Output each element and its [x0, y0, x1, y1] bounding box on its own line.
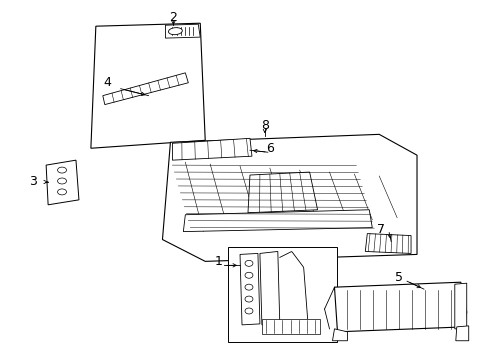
Text: 1: 1	[214, 255, 222, 268]
Text: 8: 8	[261, 119, 268, 132]
Text: 6: 6	[265, 142, 273, 155]
Ellipse shape	[58, 167, 66, 173]
Polygon shape	[260, 251, 279, 325]
Polygon shape	[455, 326, 468, 341]
Ellipse shape	[58, 189, 66, 195]
Polygon shape	[334, 282, 466, 332]
Polygon shape	[162, 134, 416, 261]
Ellipse shape	[244, 260, 252, 266]
Ellipse shape	[244, 308, 252, 314]
Ellipse shape	[244, 284, 252, 290]
Polygon shape	[172, 138, 251, 160]
Text: 2: 2	[169, 11, 177, 24]
Polygon shape	[46, 160, 79, 205]
Polygon shape	[183, 210, 371, 231]
Polygon shape	[240, 253, 260, 325]
Ellipse shape	[168, 28, 182, 35]
Polygon shape	[365, 234, 410, 253]
Text: 4: 4	[103, 76, 111, 89]
Text: 5: 5	[394, 271, 402, 284]
Polygon shape	[332, 329, 346, 341]
Text: 7: 7	[376, 223, 385, 236]
Polygon shape	[102, 73, 188, 105]
Ellipse shape	[58, 178, 66, 184]
Polygon shape	[262, 319, 319, 334]
Text: 3: 3	[29, 175, 37, 189]
Ellipse shape	[244, 296, 252, 302]
Polygon shape	[247, 172, 317, 213]
Polygon shape	[227, 247, 337, 342]
Polygon shape	[165, 24, 200, 38]
Polygon shape	[454, 283, 466, 329]
Polygon shape	[91, 23, 205, 148]
Ellipse shape	[244, 272, 252, 278]
